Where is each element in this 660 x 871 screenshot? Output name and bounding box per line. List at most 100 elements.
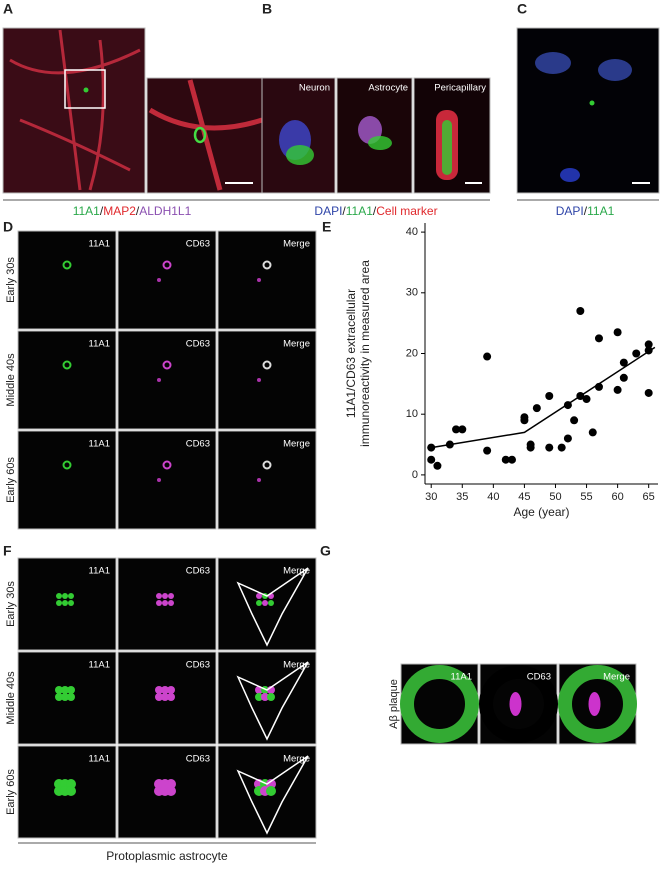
point [570, 416, 579, 425]
panel-label: A [3, 1, 13, 17]
column-header: Merge [283, 754, 310, 765]
signal [55, 686, 63, 694]
caption-part: 11A1 [73, 204, 100, 218]
trend-line [431, 346, 656, 449]
column-header: 11A1 [89, 239, 110, 250]
point [632, 349, 641, 358]
x-tick-label: 35 [456, 491, 468, 503]
point [526, 443, 535, 452]
column-header: CD63 [527, 672, 551, 683]
point [520, 416, 529, 425]
row-label: Early 60s [5, 457, 17, 503]
signal [257, 478, 261, 482]
signal [155, 686, 163, 694]
micrograph [117, 330, 217, 430]
point [545, 443, 554, 452]
point [588, 428, 597, 437]
signal [62, 600, 68, 606]
micrograph [17, 230, 117, 330]
point [644, 340, 653, 349]
caption-part: / [373, 204, 377, 218]
caption-part: / [136, 204, 140, 218]
panel-label: G [320, 543, 331, 559]
column-header: Merge [283, 660, 310, 671]
signal [68, 593, 74, 599]
point [576, 391, 585, 400]
signal [479, 665, 558, 743]
micrograph [117, 745, 217, 839]
column-header: CD63 [186, 660, 210, 671]
caption: DAPI/11A1 [556, 204, 615, 218]
panel-label: F [3, 543, 12, 559]
outline [236, 755, 309, 835]
column-header: 11A1 [89, 566, 110, 577]
signal [161, 686, 169, 694]
signal [509, 692, 522, 716]
column-header: 11A1 [89, 660, 110, 671]
nucleus [535, 52, 571, 74]
signal [256, 593, 262, 599]
column-header: Merge [283, 439, 310, 450]
point [644, 388, 653, 397]
caption-part: Cell marker [376, 204, 437, 218]
panel-title: Pericapillary [434, 83, 486, 94]
signal [157, 278, 161, 282]
signal [262, 260, 272, 270]
caption: DAPI/11A1/Cell marker [314, 204, 437, 218]
row-label: Early 60s [5, 769, 17, 815]
column-header: CD63 [186, 566, 210, 577]
signal [157, 478, 161, 482]
row-label: Early 30s [5, 581, 17, 627]
point [563, 434, 572, 443]
row-label: Middle 40s [5, 671, 17, 725]
point [501, 455, 510, 464]
y-tick-label: 20 [406, 347, 418, 359]
point [582, 395, 591, 404]
x-tick-label: 60 [611, 491, 623, 503]
caption-part: DAPI [314, 204, 342, 218]
signal [193, 126, 207, 144]
y-tick-label: 40 [406, 226, 418, 238]
point [507, 455, 516, 464]
signal [167, 686, 175, 694]
point [613, 328, 622, 337]
panel-title: Neuron [299, 83, 330, 94]
signal [589, 100, 595, 106]
signal [257, 378, 261, 382]
signal [162, 360, 172, 370]
point [613, 385, 622, 394]
y-tick-label: 10 [406, 408, 418, 420]
outline [236, 567, 309, 647]
caption-part: / [100, 204, 104, 218]
signal [162, 260, 172, 270]
caption-part: ALDH1L1 [139, 204, 191, 218]
caption-part: 11A1 [587, 204, 614, 218]
point [427, 455, 436, 464]
signal [588, 692, 601, 716]
signal [56, 593, 62, 599]
signal [62, 360, 72, 370]
signal [266, 779, 276, 789]
y-axis-label: 11A1/CD63 extracellular [344, 289, 358, 418]
signal [168, 600, 174, 606]
signal [62, 460, 72, 470]
signal [62, 260, 72, 270]
point [644, 346, 653, 355]
caption: Protoplasmic astrocyte [106, 849, 228, 863]
micrograph [516, 27, 660, 194]
column-header: CD63 [186, 439, 210, 450]
point [452, 425, 461, 434]
signal [255, 693, 263, 701]
caption-part: 11A1 [346, 204, 373, 218]
point [545, 391, 554, 400]
signal [155, 693, 163, 701]
texture [9, 29, 141, 191]
column-header: 11A1 [89, 754, 110, 765]
column-header: CD63 [186, 239, 210, 250]
signal [400, 665, 479, 743]
signal [55, 693, 63, 701]
signal [157, 378, 161, 382]
point [576, 307, 585, 316]
micrograph [117, 430, 217, 530]
